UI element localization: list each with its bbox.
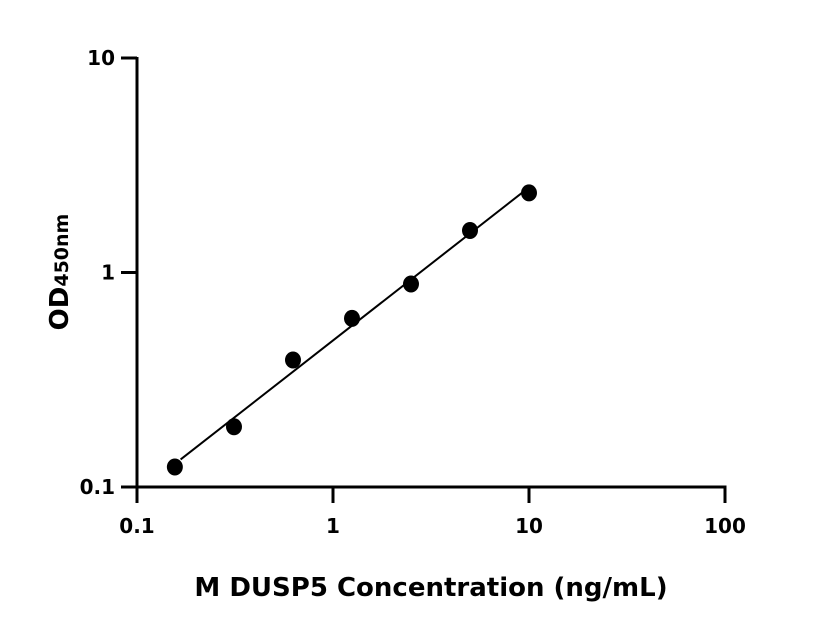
y-tick-label: 0.1: [80, 475, 115, 499]
data-point: [225, 418, 242, 436]
y-axis-title-main: OD: [45, 287, 75, 331]
data-point: [461, 221, 478, 239]
data-point: [343, 309, 360, 327]
data-point: [521, 184, 537, 202]
x-tick-label: 0.1: [119, 514, 154, 538]
data-point: [284, 351, 301, 369]
y-axis-title-sub: 450nm: [51, 214, 73, 287]
data-points: [166, 184, 537, 476]
x-tick-label: 100: [704, 514, 746, 538]
x-axis-title: M DUSP5 Concentration (ng/mL): [194, 573, 667, 603]
axes: [135, 57, 727, 489]
y-tick-label: 10: [87, 46, 115, 70]
ticks: 0.1 1 10 100 0.1 1 10: [80, 46, 746, 538]
x-tick-label: 1: [326, 514, 340, 538]
data-point: [166, 458, 183, 476]
x-tick-label: 10: [515, 514, 543, 538]
y-tick-label: 1: [101, 261, 115, 285]
y-axis-title: OD450nm: [45, 214, 75, 331]
data-point: [402, 275, 419, 293]
